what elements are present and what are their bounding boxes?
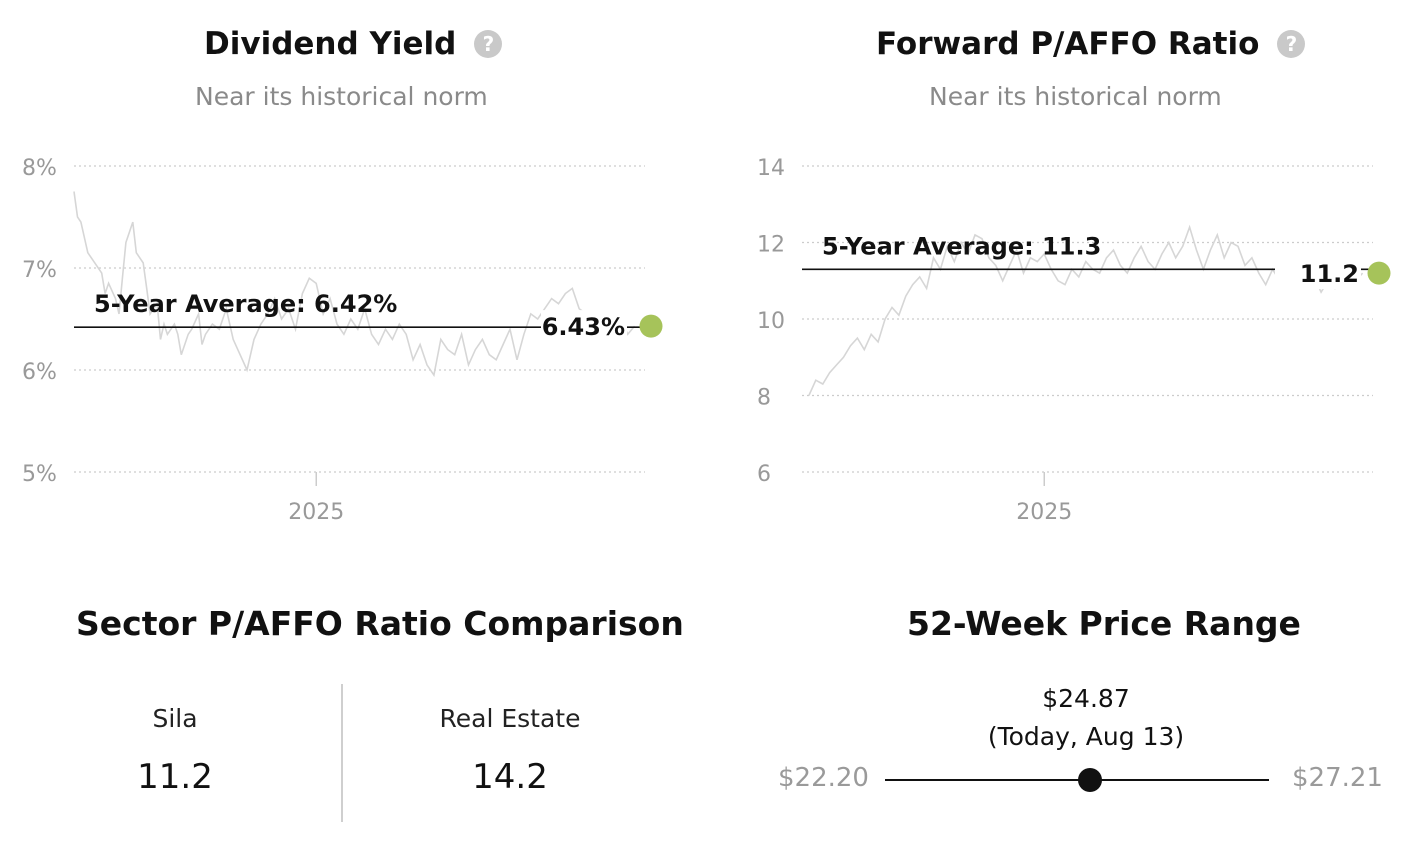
y-tick-label: 6 [757, 462, 771, 487]
current-label-background [1275, 257, 1361, 290]
range-low: $22.20 [778, 763, 869, 793]
forward-paffo-title-text: Forward P/AFFO Ratio [876, 26, 1260, 62]
series-line [73, 191, 636, 378]
current-value-dot [639, 314, 663, 338]
y-tick-label: 8 [757, 386, 771, 411]
y-tick-label: 5% [22, 462, 57, 487]
question-icon[interactable]: ? [1277, 30, 1306, 58]
y-tick-label: 7% [22, 258, 57, 283]
forward-paffo-subtitle: Near its historical norm [929, 82, 1222, 111]
sector-label-real-estate: Real Estate [439, 704, 581, 733]
series-line [808, 224, 1364, 396]
dividend-yield-title: Dividend Yield ? [204, 26, 503, 62]
y-tick-label: 8% [22, 156, 57, 181]
range-track [885, 779, 1269, 781]
forward-paffo-title: Forward P/AFFO Ratio ? [876, 26, 1306, 62]
current-price: $24.87 [1042, 684, 1130, 713]
y-tick-label: 14 [757, 156, 785, 181]
dividend-yield-chart: 8% 7% 6% 5% 2025 5-Year Average: 6.42% 6.43% [22, 156, 663, 525]
price-range-title: 52-Week Price Range [907, 604, 1301, 643]
current-value-dot [1367, 261, 1391, 285]
y-tick-label: 12 [757, 233, 785, 258]
sector-value-real-estate: 14.2 [472, 757, 548, 797]
current-value-label: 11.2 [1300, 260, 1359, 288]
current-price-note: (Today, Aug 13) [987, 722, 1185, 751]
current-value-label: 6.43% [542, 313, 625, 341]
dividend-yield-subtitle: Near its historical norm [195, 82, 488, 111]
average-label: 5-Year Average: 6.42% [94, 290, 397, 318]
sector-comparison-title: Sector P/AFFO Ratio Comparison [76, 604, 684, 643]
sector-divider [341, 684, 343, 822]
y-tick-label: 10 [757, 309, 785, 334]
forward-paffo-chart: 14 12 10 8 6 2025 5-Year Average: 11.3 11.2 [757, 156, 1391, 525]
dividend-yield-title-text: Dividend Yield [204, 26, 457, 62]
sector-value-sila: 11.2 [137, 757, 213, 797]
range-current-marker [1077, 768, 1102, 792]
question-icon[interactable]: ? [474, 30, 503, 58]
range-high: $27.21 [1292, 763, 1383, 793]
x-tick-label: 2025 [288, 500, 344, 525]
average-label: 5-Year Average: 11.3 [822, 232, 1101, 260]
sector-label-sila: Sila [152, 704, 198, 733]
y-tick-label: 6% [22, 360, 57, 385]
current-label-background [541, 310, 627, 343]
x-tick-label: 2025 [1016, 500, 1072, 525]
